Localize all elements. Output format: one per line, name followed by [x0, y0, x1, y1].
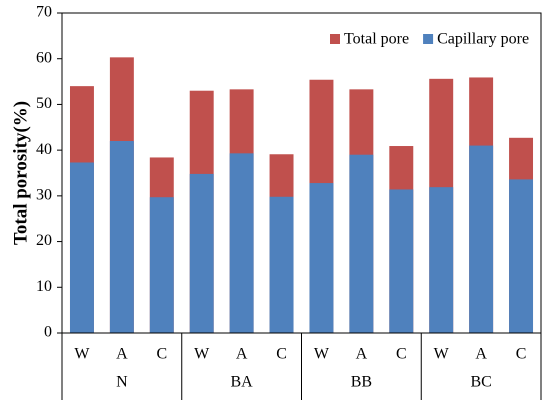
group-label: BA — [231, 374, 254, 391]
legend-swatch — [423, 34, 434, 44]
x-tick-label: C — [396, 346, 407, 363]
y-tick-label: 10 — [36, 278, 52, 295]
group-label: N — [116, 374, 128, 391]
bar — [509, 179, 534, 333]
group-label: BB — [351, 374, 372, 391]
bar — [109, 141, 134, 333]
x-tick-label: W — [314, 346, 330, 363]
plot-frame — [61, 12, 542, 334]
x-tick-label: A — [236, 346, 248, 363]
y-tick-label: 60 — [36, 49, 52, 66]
bar — [69, 162, 94, 333]
y-axis-label: Total porosity(%) — [10, 101, 31, 245]
x-tick-label: C — [156, 346, 167, 363]
y-tick-label: 0 — [44, 324, 52, 341]
x-tick-label: A — [475, 346, 487, 363]
bar — [149, 197, 174, 333]
bar — [429, 187, 454, 333]
y-tick-label: 20 — [36, 232, 52, 249]
x-tick-label: A — [116, 346, 128, 363]
bar — [389, 189, 414, 333]
bar — [189, 173, 214, 333]
x-tick-label: C — [516, 346, 527, 363]
bar — [349, 154, 374, 333]
y-tick-label: 50 — [36, 95, 52, 112]
y-tick-label: 70 — [36, 4, 52, 21]
legend-swatch — [330, 34, 340, 44]
x-tick-label: W — [194, 346, 210, 363]
bar — [309, 183, 334, 333]
group-label: BC — [470, 374, 491, 391]
legend-label: Capillary pore — [437, 31, 529, 48]
x-tick-label: W — [74, 346, 90, 363]
x-tick-label: A — [356, 346, 368, 363]
bar — [269, 196, 294, 333]
y-tick-label: 30 — [36, 187, 52, 204]
y-tick-label: 40 — [36, 141, 52, 158]
x-tick-label: C — [276, 346, 287, 363]
bar — [229, 153, 254, 333]
bar — [469, 145, 494, 333]
legend-label: Total pore — [344, 31, 409, 48]
x-tick-label: W — [434, 346, 450, 363]
